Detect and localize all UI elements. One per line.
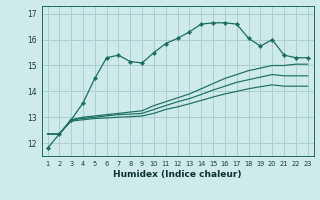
X-axis label: Humidex (Indice chaleur): Humidex (Indice chaleur) bbox=[113, 170, 242, 179]
